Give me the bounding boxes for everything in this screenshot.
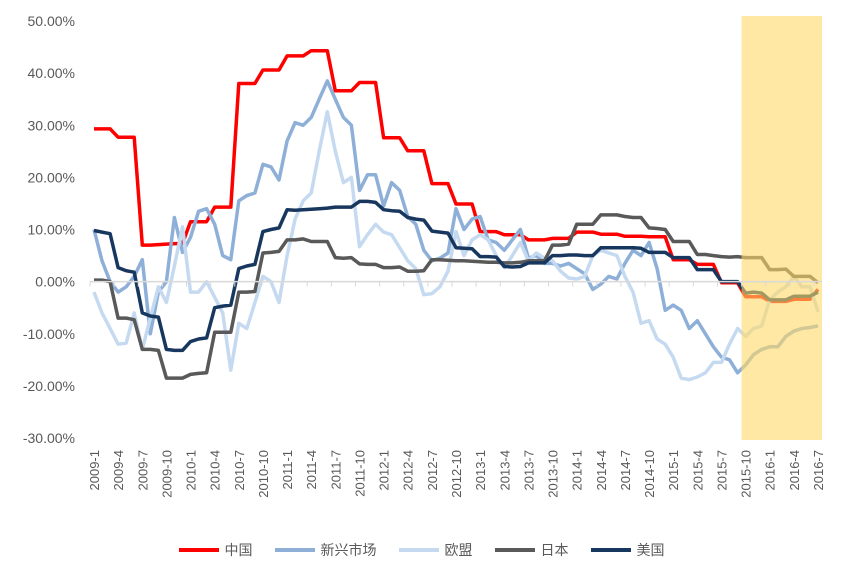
x-tick-label: 2014-4: [594, 450, 609, 490]
y-tick-label: 20.00%: [28, 169, 75, 185]
x-tick-label: 2010-4: [208, 450, 223, 490]
line-chart: 50.00% 40.00% 30.00% 20.00% 10.00% 0.00% -10.0…: [23, 13, 826, 498]
legend-item: 日本: [494, 540, 569, 560]
legend-item: 欧盟: [398, 540, 473, 560]
x-tick-label: 2014-1: [570, 450, 585, 490]
legend-swatch: [590, 548, 631, 552]
x-tick-label: 2009-10: [159, 450, 174, 498]
x-tick-label: 2010-1: [184, 450, 199, 490]
y-tick-label: 0.00%: [35, 274, 75, 290]
x-tick-label: 2009-7: [135, 450, 150, 490]
x-tick-label: 2013-7: [521, 450, 536, 490]
x-tick-label: 2013-10: [546, 450, 561, 498]
x-tick-label: 2013-1: [473, 450, 488, 490]
x-tick-label: 2015-1: [666, 450, 681, 490]
legend-label: 欧盟: [444, 542, 473, 558]
x-tick-label: 2013-4: [497, 450, 512, 490]
x-tick-label: 2011-10: [352, 450, 367, 497]
legend-item: 新兴市场: [274, 540, 377, 560]
x-tick-label: 2011-7: [328, 450, 343, 490]
y-tick-label: -30.00%: [23, 430, 75, 446]
series-line-2: [92, 109, 820, 382]
x-tick-label: 2012-10: [449, 450, 464, 498]
series-lines: [92, 48, 820, 382]
y-tick-label: -10.00%: [23, 326, 75, 342]
series-line-4: [93, 199, 819, 353]
y-tick-label: 50.00%: [28, 13, 75, 29]
highlight-rect: [741, 16, 822, 440]
x-axis: [89, 280, 822, 287]
y-tick-label: 30.00%: [28, 117, 75, 133]
legend-swatch: [398, 548, 439, 552]
y-tick-label: 10.00%: [28, 222, 75, 238]
x-tick-label: 2016-1: [763, 450, 778, 490]
series-line-3: [94, 213, 820, 380]
x-tick-label: 2009-1: [87, 450, 102, 490]
series-line-0: [94, 48, 820, 304]
legend-label: 中国: [224, 542, 253, 558]
x-tick-label: 2011-4: [304, 450, 319, 490]
legend-item: 美国: [590, 540, 665, 560]
x-tick-label: 2011-1: [280, 450, 295, 490]
x-tick-label: 2009-4: [111, 450, 126, 490]
y-tick-label: 40.00%: [28, 65, 75, 81]
legend-swatch: [494, 548, 535, 552]
x-tick-label: 2016-4: [787, 450, 802, 490]
legend: 中国 新兴市场 欧盟 日本 美国: [0, 540, 843, 560]
legend-label: 日本: [540, 542, 569, 558]
x-tick-label: 2015-10: [739, 450, 754, 498]
x-tick-label: 2012-7: [425, 450, 440, 490]
x-tick-label: 2015-4: [690, 450, 705, 490]
legend-label: 新兴市场: [320, 542, 377, 558]
x-tick-label: 2010-10: [256, 450, 271, 498]
series-line-1: [92, 79, 819, 375]
x-tick-label: 2012-4: [401, 450, 416, 490]
legend-label: 美国: [636, 542, 665, 558]
legend-item: 中国: [178, 540, 253, 560]
legend-swatch: [178, 548, 219, 552]
x-tick-label: 2014-10: [642, 450, 657, 498]
x-tick-label: 2010-7: [232, 450, 247, 490]
y-axis: 50.00% 40.00% 30.00% 20.00% 10.00% 0.00% -10.0…: [23, 13, 75, 446]
x-tick-label: 2014-7: [618, 450, 633, 490]
y-tick-label: -20.00%: [23, 378, 75, 394]
x-tick-label: 2016-7: [811, 450, 826, 490]
x-tick-label: 2012-1: [377, 450, 392, 490]
x-tick-label: 2015-7: [714, 450, 729, 490]
x-axis-labels: 2009-1 2009-4 2009-7 2009-10 2010-1 2010-4 201…: [87, 450, 826, 498]
highlight-region: [741, 16, 822, 440]
legend-swatch: [274, 548, 315, 552]
